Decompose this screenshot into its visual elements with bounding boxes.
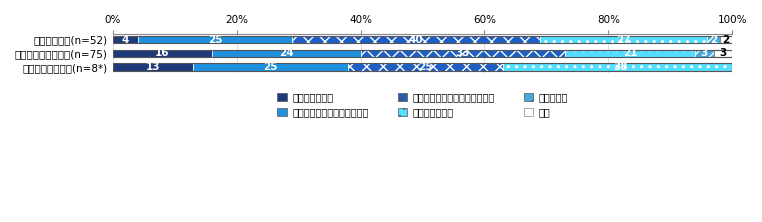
- Bar: [113, 36, 137, 43]
- Bar: [714, 50, 732, 57]
- Text: 38: 38: [613, 62, 628, 72]
- Text: 16: 16: [155, 48, 170, 58]
- Text: 25: 25: [418, 62, 433, 72]
- Text: 24: 24: [279, 48, 293, 58]
- Bar: [113, 63, 194, 71]
- Text: 21: 21: [623, 48, 637, 58]
- Bar: [565, 50, 695, 57]
- Legend: １００万円以下, １００万円以上３００万未満, ３００万円以上６００万円未満, ６００万円以上, わからない, ＮＡ: １００万円以下, １００万円以上３００万未満, ３００万円以上６００万円未満, …: [274, 89, 572, 121]
- Text: 2: 2: [722, 35, 730, 45]
- Text: 4: 4: [121, 35, 129, 45]
- Text: 25: 25: [208, 35, 223, 45]
- Bar: [137, 36, 293, 43]
- Text: 33: 33: [456, 48, 470, 58]
- Bar: [695, 50, 714, 57]
- Bar: [113, 36, 732, 43]
- Bar: [212, 50, 360, 57]
- Bar: [194, 63, 348, 71]
- Text: 13: 13: [146, 62, 160, 72]
- Bar: [540, 36, 707, 43]
- Text: 2: 2: [710, 35, 717, 45]
- Text: 25: 25: [264, 62, 278, 72]
- Bar: [503, 63, 738, 71]
- Text: 27: 27: [616, 35, 631, 45]
- Bar: [113, 63, 732, 71]
- Bar: [113, 50, 212, 57]
- Bar: [360, 50, 565, 57]
- Text: 3: 3: [701, 48, 708, 58]
- Bar: [720, 36, 732, 43]
- Text: 3: 3: [719, 48, 727, 58]
- Text: 40: 40: [409, 35, 424, 45]
- Bar: [293, 36, 540, 43]
- Bar: [113, 50, 732, 57]
- Bar: [348, 63, 503, 71]
- Bar: [707, 36, 720, 43]
